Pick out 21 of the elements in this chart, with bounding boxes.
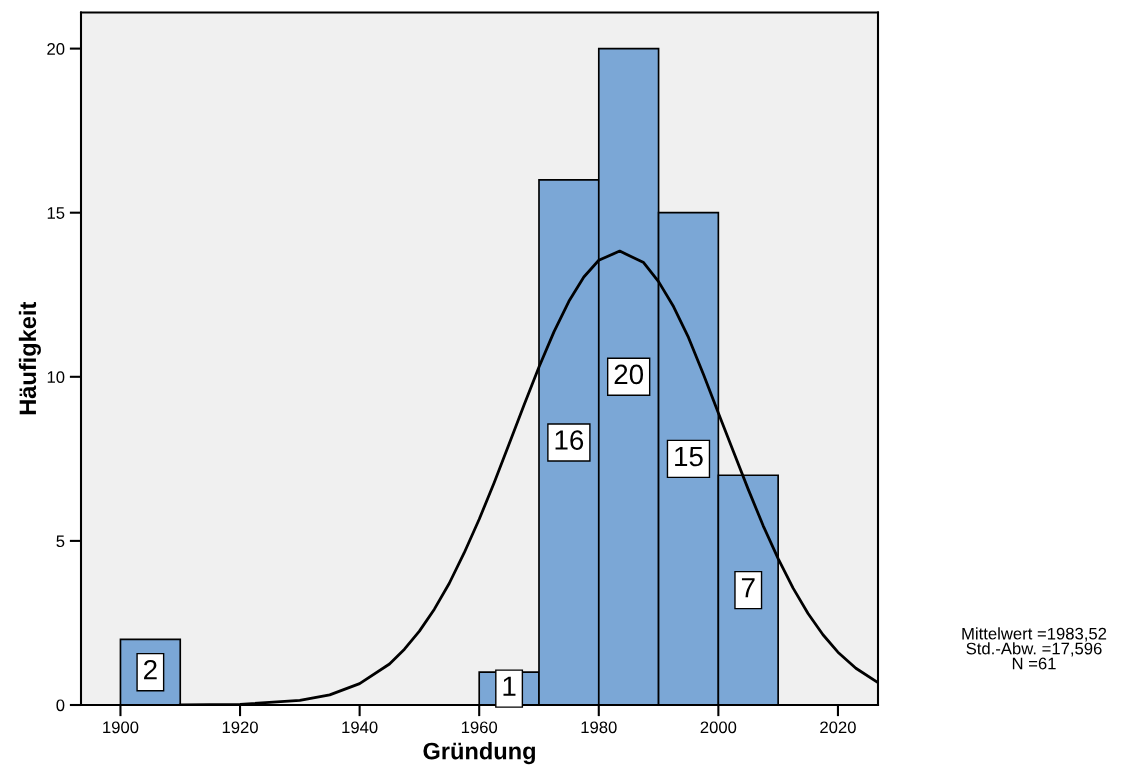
x-tick-label: 1960 bbox=[461, 721, 498, 734]
y-tick-label: 10 bbox=[47, 371, 65, 383]
y-axis-title: Häufigkeit bbox=[18, 301, 41, 415]
y-tick-label: 5 bbox=[56, 535, 65, 548]
data-label: 1 bbox=[503, 676, 516, 696]
x-tick-label: 1980 bbox=[581, 721, 617, 734]
text: Mittelwert =1983,52 Std.-Abw. =17,596 N =61 bbox=[962, 627, 1107, 670]
y-tick-label: 15 bbox=[47, 207, 65, 219]
x-tick-label: 1900 bbox=[103, 721, 139, 734]
data-label: 16 bbox=[555, 430, 584, 450]
x-tick-label: 1920 bbox=[222, 721, 258, 734]
x-tick-label: 1940 bbox=[342, 721, 378, 734]
x-tick-label: 2000 bbox=[700, 721, 737, 734]
data-label: 7 bbox=[741, 578, 755, 598]
y-tick-label: 20 bbox=[47, 43, 65, 55]
data-label: 20 bbox=[614, 364, 644, 385]
x-tick-label: 2020 bbox=[820, 721, 856, 734]
x-axis-title: Gründung bbox=[423, 742, 535, 765]
y-tick-label: 0 bbox=[56, 699, 65, 712]
data-label: 15 bbox=[675, 446, 703, 467]
data-label: 2 bbox=[144, 659, 157, 680]
